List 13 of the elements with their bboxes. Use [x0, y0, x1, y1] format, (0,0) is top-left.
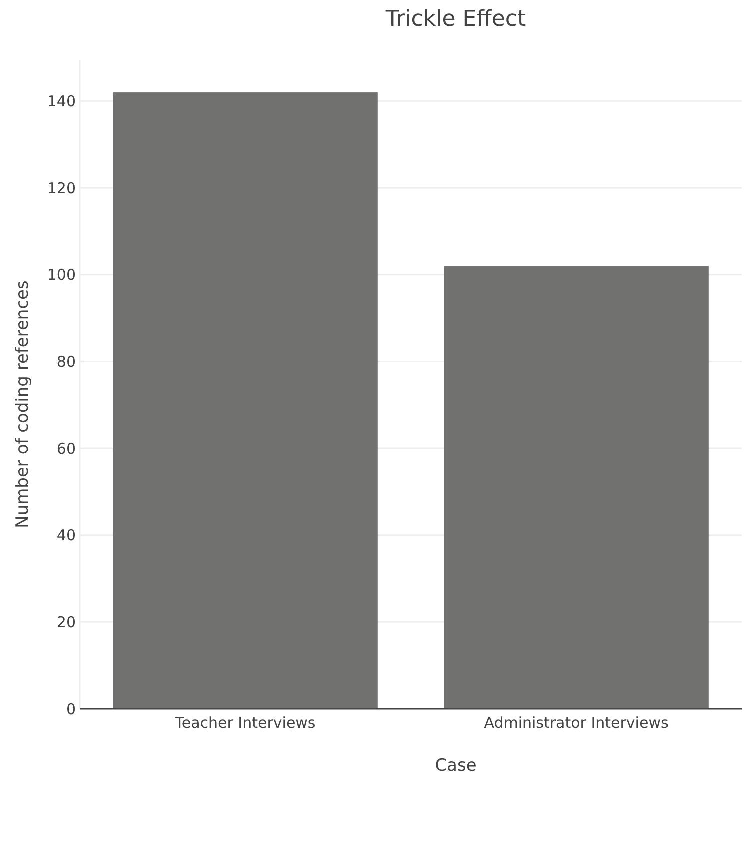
y-axis-title: Number of coding references	[13, 280, 33, 528]
x-tick-label: Administrator Interviews	[484, 714, 669, 732]
y-tick-label: 20	[56, 613, 76, 632]
y-tick-label: 40	[56, 526, 76, 545]
x-axis-title: Case	[435, 756, 477, 776]
y-tick-label: 120	[47, 179, 76, 198]
y-tick-label: 80	[56, 352, 76, 371]
chart-title: Trickle Effect	[384, 7, 526, 32]
y-tick-label: 100	[47, 266, 76, 284]
y-tick-label: 0	[66, 700, 76, 718]
y-tick-label: 140	[47, 92, 76, 110]
x-tick-label: Teacher Interviews	[174, 714, 316, 732]
y-tick-label: 60	[56, 440, 76, 458]
